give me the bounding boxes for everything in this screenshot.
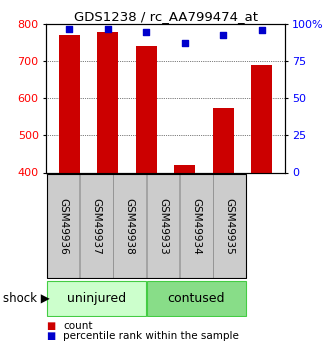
Point <box>67 26 72 31</box>
Bar <box>251 65 272 172</box>
Text: count: count <box>63 321 92 331</box>
Bar <box>147 174 179 278</box>
Text: contused: contused <box>167 292 225 305</box>
Text: GSM49938: GSM49938 <box>125 198 135 254</box>
Bar <box>180 174 213 278</box>
Point <box>220 32 226 37</box>
Text: GSM49933: GSM49933 <box>158 198 168 254</box>
Bar <box>213 174 246 278</box>
Bar <box>47 282 146 315</box>
Text: GSM49937: GSM49937 <box>91 198 101 254</box>
Bar <box>147 282 246 315</box>
Text: shock ▶: shock ▶ <box>3 292 50 305</box>
Bar <box>213 108 234 172</box>
Point <box>259 27 264 33</box>
Text: ■: ■ <box>46 332 56 341</box>
Title: GDS1238 / rc_AA799474_at: GDS1238 / rc_AA799474_at <box>73 10 258 23</box>
Bar <box>174 165 195 172</box>
Text: uninjured: uninjured <box>67 292 126 305</box>
Bar <box>47 174 246 278</box>
Bar <box>80 174 113 278</box>
Bar <box>47 174 79 278</box>
Text: GSM49936: GSM49936 <box>58 198 68 254</box>
Text: percentile rank within the sample: percentile rank within the sample <box>63 332 239 341</box>
Text: GSM49934: GSM49934 <box>191 198 201 254</box>
Point <box>144 29 149 34</box>
Point <box>182 41 187 46</box>
Text: ■: ■ <box>46 321 56 331</box>
Bar <box>59 35 80 172</box>
Bar <box>113 174 146 278</box>
Point <box>105 26 111 31</box>
Bar <box>97 32 118 173</box>
Bar <box>136 47 157 172</box>
Text: GSM49935: GSM49935 <box>224 198 235 254</box>
